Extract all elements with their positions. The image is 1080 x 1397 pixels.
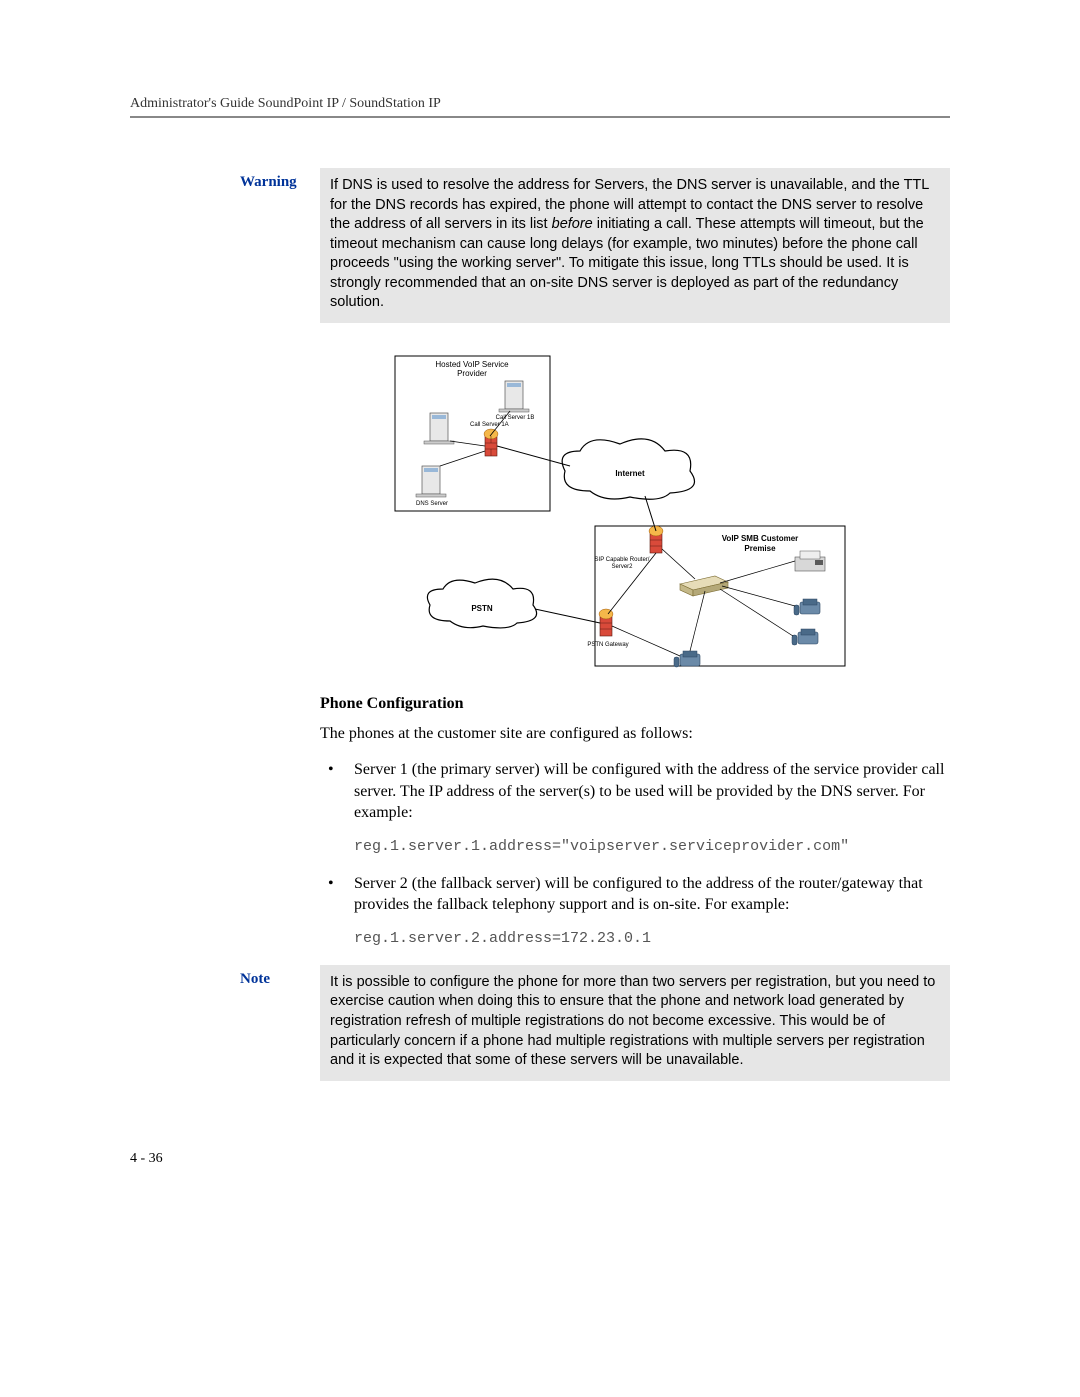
list-item: Server 1 (the primary server) will be co…: [320, 759, 950, 824]
section-heading: Phone Configuration: [320, 695, 950, 713]
header-rule: [130, 116, 950, 118]
svg-text:Call Server 1B: Call Server 1B: [496, 415, 535, 421]
config-list: Server 1 (the primary server) will be co…: [320, 759, 950, 824]
warning-label: Warning: [240, 168, 320, 191]
note-body: It is possible to configure the phone fo…: [320, 965, 950, 1081]
warning-callout: Warning If DNS is used to resolve the ad…: [240, 168, 950, 323]
svg-text:Server2: Server2: [611, 564, 633, 570]
section-intro: The phones at the customer site are conf…: [320, 725, 950, 743]
code-line-2: reg.1.server.2.address=172.23.0.1: [354, 930, 950, 947]
doc-header: Administrator's Guide SoundPoint IP / So…: [130, 96, 950, 112]
config-list: Server 2 (the fallback server) will be c…: [320, 873, 950, 916]
warning-italic: before: [552, 216, 593, 232]
diagram-svg: Hosted VoIP Service Provider Call Server…: [390, 351, 860, 671]
svg-text:Hosted VoIP Service: Hosted VoIP Service: [435, 360, 509, 369]
svg-text:Internet: Internet: [615, 469, 645, 478]
svg-text:SIP Capable Router/: SIP Capable Router/: [595, 557, 650, 563]
warning-body: If DNS is used to resolve the address fo…: [320, 168, 950, 323]
network-diagram: Hosted VoIP Service Provider Call Server…: [390, 351, 860, 671]
svg-text:Provider: Provider: [457, 369, 487, 378]
svg-text:Premise: Premise: [744, 544, 776, 553]
note-label: Note: [240, 965, 320, 988]
svg-text:PSTN: PSTN: [471, 604, 493, 613]
page-number: 4 - 36: [130, 1151, 163, 1167]
svg-text:VoIP SMB Customer: VoIP SMB Customer: [722, 534, 799, 543]
svg-text:DNS Server: DNS Server: [416, 501, 448, 507]
svg-text:Call Server 1A: Call Server 1A: [470, 422, 509, 428]
code-line-1: reg.1.server.1.address="voipserver.servi…: [354, 838, 950, 855]
list-item: Server 2 (the fallback server) will be c…: [320, 873, 950, 916]
svg-text:PSTN Gateway: PSTN Gateway: [587, 642, 628, 648]
note-callout: Note It is possible to configure the pho…: [240, 965, 950, 1081]
